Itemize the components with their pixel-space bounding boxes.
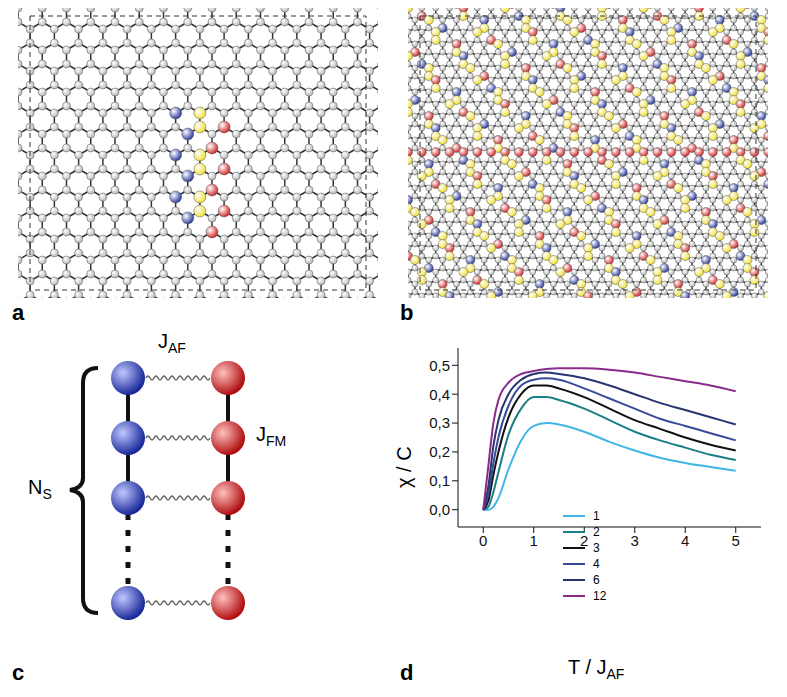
html-text:2: 2 bbox=[593, 525, 600, 539]
html-text:4: 4 bbox=[593, 557, 600, 571]
svg-text:2: 2 bbox=[580, 532, 588, 549]
svg-text:5: 5 bbox=[732, 532, 740, 549]
html-text:NS: NS bbox=[28, 476, 52, 502]
svg-text:0,0: 0,0 bbox=[429, 501, 450, 518]
svg-text:0,2: 0,2 bbox=[429, 443, 450, 460]
svg-text:3: 3 bbox=[631, 532, 639, 549]
html-text:a: a bbox=[12, 300, 25, 325]
html-text:χ / C: χ / C bbox=[393, 446, 415, 488]
html-text:1: 1 bbox=[593, 509, 600, 523]
svg-text:0,4: 0,4 bbox=[429, 386, 450, 403]
html-text:6: 6 bbox=[593, 573, 600, 587]
html-text:b: b bbox=[400, 300, 414, 325]
svg-text:0,1: 0,1 bbox=[429, 472, 450, 489]
html-text:c: c bbox=[12, 660, 25, 685]
html-text:JAF: JAF bbox=[158, 330, 186, 356]
svg-text:1: 1 bbox=[530, 532, 538, 549]
html-text:T / JAF: T / JAF bbox=[568, 656, 625, 682]
html-text:d: d bbox=[400, 660, 414, 685]
svg-text:0,3: 0,3 bbox=[429, 414, 450, 431]
svg-text:4: 4 bbox=[681, 532, 689, 549]
html-text:3: 3 bbox=[593, 541, 600, 555]
html-text:JFM: JFM bbox=[256, 423, 287, 449]
svg-text:0,5: 0,5 bbox=[429, 357, 450, 374]
svg-text:0: 0 bbox=[479, 532, 487, 549]
html-text:12: 12 bbox=[593, 589, 607, 603]
